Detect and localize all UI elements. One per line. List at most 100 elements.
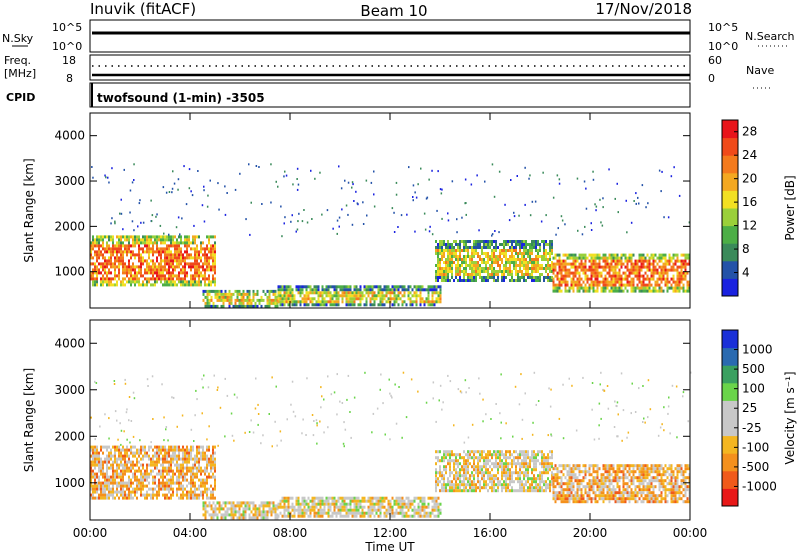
- echo-cell: [182, 268, 184, 272]
- echo-cell: [242, 301, 245, 305]
- echo-cell: [174, 265, 176, 269]
- echo-cell: [417, 505, 420, 509]
- echo-cell: [439, 294, 442, 298]
- scatter-point: [437, 170, 439, 173]
- echo-cell: [614, 274, 617, 278]
- echo-cell: [459, 462, 461, 466]
- echo-cell: [158, 457, 160, 461]
- echo-cell: [477, 462, 479, 466]
- echo-cell: [122, 472, 124, 476]
- echo-cell: [323, 288, 326, 292]
- echo-cell: [584, 256, 587, 260]
- echo-cell: [343, 502, 346, 506]
- echo-cell: [274, 507, 277, 511]
- echo-cell: [672, 277, 675, 281]
- echo-cell: [210, 475, 212, 479]
- echo-cell: [415, 496, 418, 500]
- echo-cell: [212, 301, 215, 305]
- echo-cell: [164, 457, 166, 461]
- echo-cell: [393, 285, 396, 289]
- echo-cell: [126, 460, 128, 464]
- echo-cell: [287, 511, 290, 515]
- echo-cell: [128, 238, 130, 242]
- echo-cell: [612, 271, 615, 275]
- echo-cell: [114, 283, 116, 287]
- echo-cell: [204, 472, 206, 476]
- echo-cell: [146, 268, 148, 272]
- echo-cell: [499, 456, 501, 460]
- echo-cell: [527, 450, 529, 454]
- echo-cell: [140, 247, 142, 251]
- echo-cell: [529, 261, 531, 264]
- echo-cell: [94, 244, 96, 248]
- echo-cell: [477, 468, 479, 472]
- echo-cell: [495, 462, 497, 466]
- echo-cell: [232, 516, 235, 520]
- freq-unit: [MHz]: [4, 67, 36, 80]
- echo-cell: [146, 277, 148, 281]
- echo-cell: [144, 451, 146, 455]
- echo-cell: [535, 483, 537, 487]
- echo-cell: [268, 304, 271, 308]
- echo-cell: [499, 459, 501, 463]
- echo-cell: [435, 297, 438, 301]
- echo-cell: [178, 280, 180, 284]
- echo-cell: [509, 267, 511, 270]
- echo-cell: [505, 267, 507, 270]
- echo-cell: [156, 496, 158, 500]
- echo-cell: [108, 235, 110, 239]
- echo-cell: [543, 249, 545, 252]
- scatter-point: [341, 208, 343, 211]
- echo-cell: [513, 249, 515, 252]
- echo-cell: [339, 294, 342, 298]
- colorbar-tick-label: 16: [742, 195, 757, 209]
- echo-cell: [590, 268, 593, 272]
- echo-cell: [463, 459, 465, 463]
- echo-cell: [525, 462, 527, 466]
- echo-cell: [351, 291, 354, 295]
- echo-cell: [341, 300, 344, 304]
- echo-cell: [547, 264, 549, 267]
- echo-cell: [206, 235, 208, 239]
- echo-cell: [455, 483, 457, 487]
- echo-cell: [114, 268, 116, 272]
- echo-cell: [479, 270, 481, 273]
- echo-cell: [686, 286, 689, 290]
- echo-cell: [377, 496, 380, 500]
- echo-cell: [122, 463, 124, 467]
- echo-cell: [212, 490, 214, 494]
- echo-cell: [564, 259, 567, 263]
- echo-cell: [658, 274, 661, 278]
- echo-cell: [676, 280, 679, 284]
- echo-cell: [545, 459, 547, 463]
- echo-cell: [160, 448, 162, 452]
- echo-cell: [543, 240, 545, 243]
- echo-cell: [124, 283, 126, 287]
- echo-cell: [138, 247, 140, 251]
- echo-cell: [293, 294, 296, 298]
- echo-cell: [327, 291, 330, 295]
- echo-cell: [164, 460, 166, 464]
- echo-cell: [170, 277, 172, 281]
- echo-cell: [463, 246, 465, 249]
- echo-cell: [606, 280, 609, 284]
- echo-cell: [250, 501, 253, 505]
- echo-cell: [628, 256, 631, 260]
- echo-cell: [146, 283, 148, 287]
- echo-cell: [188, 481, 190, 485]
- echo-cell: [431, 288, 434, 292]
- echo-cell: [170, 460, 172, 464]
- echo-cell: [680, 262, 683, 266]
- echo-cell: [459, 246, 461, 249]
- echo-cell: [487, 261, 489, 264]
- echo-cell: [116, 247, 118, 251]
- echo-cell: [94, 238, 96, 242]
- echo-cell: [214, 265, 216, 269]
- echo-cell: [543, 471, 545, 475]
- echo-cell: [196, 496, 198, 500]
- scatter-point: [203, 220, 206, 223]
- echo-cell: [156, 274, 158, 278]
- echo-cell: [419, 297, 422, 301]
- echo-cell: [180, 496, 182, 500]
- echo-cell: [383, 285, 386, 289]
